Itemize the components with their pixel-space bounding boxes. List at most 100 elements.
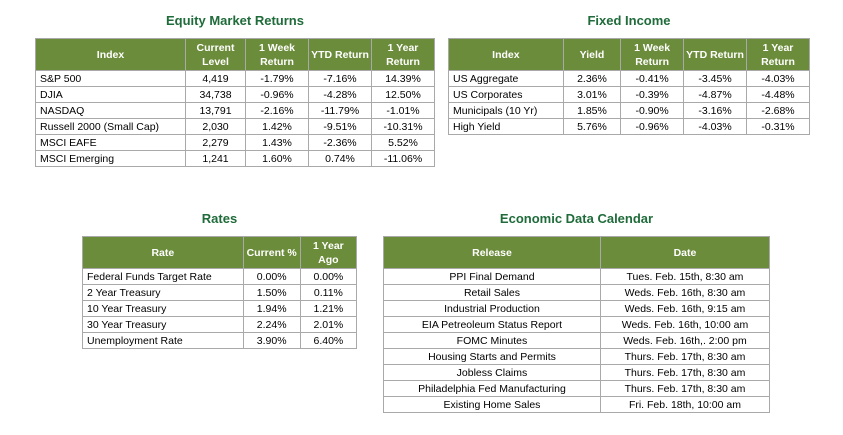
equity-index-name: DJIA <box>35 86 186 103</box>
equity-index-name: S&P 500 <box>35 70 186 87</box>
equity-current-level: 1,241 <box>185 150 246 167</box>
table-row: Russell 2000 (Small Cap) 2,030 1.42% -9.… <box>35 118 435 135</box>
fixed-1-year-return: -0.31% <box>746 118 810 135</box>
calendar-release: Retail Sales <box>383 284 601 301</box>
fixed-income-table: Index Yield 1 Week Return YTD Return 1 Y… <box>448 38 810 135</box>
table-row: US Aggregate 2.36% -0.41% -3.45% -4.03% <box>448 70 810 87</box>
equity-1-year-return: -10.31% <box>371 118 435 135</box>
calendar-date: Thurs. Feb. 17th, 8:30 am <box>599 380 771 397</box>
fixed-1-week-return: -0.41% <box>620 70 685 87</box>
equity-ytd-return: -2.36% <box>308 134 372 151</box>
fixed-1-year-return: -4.03% <box>746 70 810 87</box>
equity-header-current-level: Current Level <box>185 38 246 71</box>
fixed-header-1-week: 1 Week Return <box>620 38 685 71</box>
calendar-header-row: Release Date <box>383 236 771 269</box>
calendar-release: Existing Home Sales <box>383 396 601 413</box>
equity-ytd-return: -11.79% <box>308 102 372 119</box>
table-row: High Yield 5.76% -0.96% -4.03% -0.31% <box>448 118 810 135</box>
calendar-release: Housing Starts and Permits <box>383 348 601 365</box>
fixed-index-name: Municipals (10 Yr) <box>448 102 564 119</box>
equity-current-level: 34,738 <box>185 86 246 103</box>
equity-ytd-return: -7.16% <box>308 70 372 87</box>
equity-1-week-return: 1.60% <box>245 150 309 167</box>
fixed-index-name: US Corporates <box>448 86 564 103</box>
calendar-date: Weds. Feb. 16th,. 2:00 pm <box>599 332 771 349</box>
table-row: Federal Funds Target Rate 0.00% 0.00% <box>82 268 358 285</box>
table-row: Philadelphia Fed Manufacturing Thurs. Fe… <box>383 380 771 397</box>
fixed-yield: 5.76% <box>562 118 622 135</box>
equity-index-name: NASDAQ <box>35 102 186 119</box>
equity-1-year-return: 12.50% <box>371 86 435 103</box>
table-row: US Corporates 3.01% -0.39% -4.87% -4.48% <box>448 86 810 103</box>
table-row: MSCI EAFE 2,279 1.43% -2.36% 5.52% <box>35 134 435 151</box>
fixed-1-week-return: -0.96% <box>620 118 685 135</box>
rate-1-year-ago: 1.21% <box>299 300 358 317</box>
equity-index-name: Russell 2000 (Small Cap) <box>35 118 186 135</box>
equity-header-ytd: YTD Return <box>308 38 372 71</box>
rate-current: 0.00% <box>242 268 301 285</box>
table-row: S&P 500 4,419 -1.79% -7.16% 14.39% <box>35 70 435 87</box>
calendar-date: Thurs. Feb. 17th, 8:30 am <box>599 348 771 365</box>
rate-name: 30 Year Treasury <box>82 316 244 333</box>
equity-1-year-return: -11.06% <box>371 150 435 167</box>
fixed-ytd-return: -4.03% <box>683 118 748 135</box>
rate-1-year-ago: 2.01% <box>299 316 358 333</box>
calendar-release: Philadelphia Fed Manufacturing <box>383 380 601 397</box>
calendar-title: Economic Data Calendar <box>499 211 654 226</box>
fixed-1-year-return: -4.48% <box>746 86 810 103</box>
equity-current-level: 4,419 <box>185 70 246 87</box>
equity-current-level: 13,791 <box>185 102 246 119</box>
table-row: MSCI Emerging 1,241 1.60% 0.74% -11.06% <box>35 150 435 167</box>
table-row: Municipals (10 Yr) 1.85% -0.90% -3.16% -… <box>448 102 810 119</box>
table-row: 10 Year Treasury 1.94% 1.21% <box>82 300 358 317</box>
equity-1-week-return: 1.42% <box>245 118 309 135</box>
fixed-header-index: Index <box>448 38 564 71</box>
rate-name: Federal Funds Target Rate <box>82 268 244 285</box>
equity-ytd-return: -9.51% <box>308 118 372 135</box>
fixed-header-1-year: 1 Year Return <box>746 38 810 71</box>
calendar-release: Industrial Production <box>383 300 601 317</box>
equity-index-name: MSCI EAFE <box>35 134 186 151</box>
rates-header-row: Rate Current % 1 Year Ago <box>82 236 358 269</box>
table-row: Housing Starts and Permits Thurs. Feb. 1… <box>383 348 771 365</box>
fixed-index-name: High Yield <box>448 118 564 135</box>
rate-name: 2 Year Treasury <box>82 284 244 301</box>
fixed-1-week-return: -0.90% <box>620 102 685 119</box>
table-row: Industrial Production Weds. Feb. 16th, 9… <box>383 300 771 317</box>
rate-name: 10 Year Treasury <box>82 300 244 317</box>
equity-1-week-return: -0.96% <box>245 86 309 103</box>
equity-header-index: Index <box>35 38 186 71</box>
table-row: Unemployment Rate 3.90% 6.40% <box>82 332 358 349</box>
equity-current-level: 2,279 <box>185 134 246 151</box>
equity-1-year-return: -1.01% <box>371 102 435 119</box>
equity-header-1-week: 1 Week Return <box>245 38 309 71</box>
table-row: 2 Year Treasury 1.50% 0.11% <box>82 284 358 301</box>
table-row: FOMC Minutes Weds. Feb. 16th,. 2:00 pm <box>383 332 771 349</box>
equity-1-week-return: 1.43% <box>245 134 309 151</box>
fixed-yield: 3.01% <box>562 86 622 103</box>
calendar-release: EIA Petreoleum Status Report <box>383 316 601 333</box>
rate-current: 1.50% <box>242 284 301 301</box>
calendar-date: Fri. Feb. 18th, 10:00 am <box>599 396 771 413</box>
fixed-header-row: Index Yield 1 Week Return YTD Return 1 Y… <box>448 38 810 71</box>
fixed-header-yield: Yield <box>562 38 622 71</box>
fixed-index-name: US Aggregate <box>448 70 564 87</box>
rates-header-current: Current % <box>242 236 301 269</box>
calendar-date: Weds. Feb. 16th, 8:30 am <box>599 284 771 301</box>
calendar-release: FOMC Minutes <box>383 332 601 349</box>
calendar-release: PPI Final Demand <box>383 268 601 285</box>
calendar-table: Release Date PPI Final Demand Tues. Feb.… <box>383 236 771 413</box>
equity-1-week-return: -2.16% <box>245 102 309 119</box>
equity-title: Equity Market Returns <box>166 13 304 28</box>
equity-index-name: MSCI Emerging <box>35 150 186 167</box>
rate-1-year-ago: 6.40% <box>299 332 358 349</box>
table-row: 30 Year Treasury 2.24% 2.01% <box>82 316 358 333</box>
equity-ytd-return: 0.74% <box>308 150 372 167</box>
equity-header-row: Index Current Level 1 Week Return YTD Re… <box>35 38 435 71</box>
fixed-yield: 1.85% <box>562 102 622 119</box>
fixed-ytd-return: -4.87% <box>683 86 748 103</box>
table-row: Retail Sales Weds. Feb. 16th, 8:30 am <box>383 284 771 301</box>
rates-table: Rate Current % 1 Year Ago Federal Funds … <box>82 236 358 349</box>
rates-title: Rates <box>201 211 238 226</box>
rate-name: Unemployment Rate <box>82 332 244 349</box>
